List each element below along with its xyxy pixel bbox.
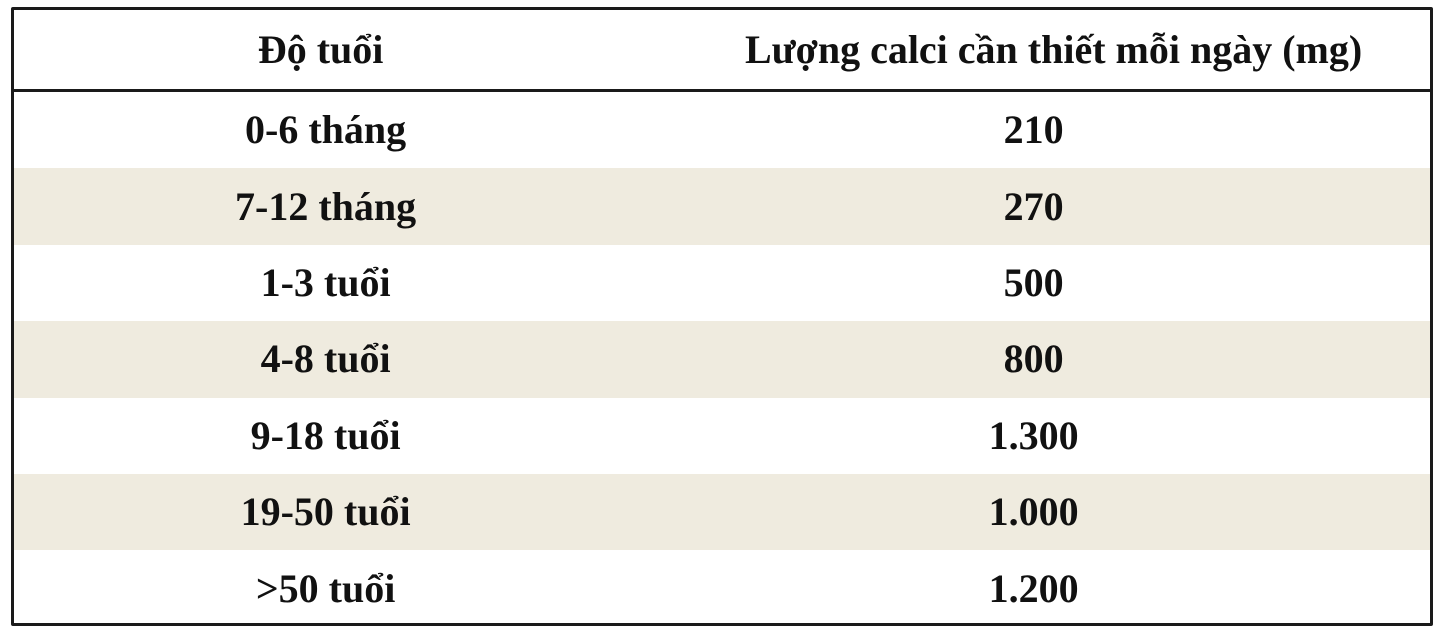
cell-calcium: 270	[1003, 183, 1064, 229]
table-body: 0-6 tháng 210 7-12 tháng 270 1-3 tuổi 50…	[14, 92, 1430, 623]
table-row: 19-50 tuổi 1.000	[14, 473, 1430, 551]
cell-age: 0-6 tháng	[245, 107, 407, 153]
table-row: 0-6 tháng 210	[14, 92, 1430, 168]
cell-age: 1-3 tuổi	[260, 259, 391, 305]
cell-age: 9-18 tuổi	[250, 412, 401, 458]
cell-calcium: 1.300	[988, 412, 1079, 458]
table-row: >50 tuổi 1.200	[14, 550, 1430, 623]
table-header: Độ tuổi Lượng calci cần thiết mỗi ngày (…	[14, 10, 1430, 92]
table-row: 9-18 tuổi 1.300	[14, 398, 1430, 474]
cell-age: 7-12 tháng	[235, 183, 417, 229]
cell-age: >50 tuổi	[255, 565, 396, 611]
cell-calcium: 210	[1003, 107, 1064, 153]
cell-age: 4-8 tuổi	[260, 336, 391, 382]
table-row: 4-8 tuổi 800	[14, 321, 1430, 398]
cell-calcium: 1.000	[988, 489, 1079, 535]
header-age: Độ tuổi	[257, 26, 384, 72]
cell-age: 19-50 tuổi	[240, 489, 411, 535]
table-row: 7-12 tháng 270	[14, 168, 1430, 245]
cell-calcium: 500	[1003, 259, 1064, 305]
cell-calcium: 1.200	[988, 565, 1079, 611]
calcium-table: Độ tuổi Lượng calci cần thiết mỗi ngày (…	[11, 7, 1433, 626]
table-row: 1-3 tuổi 500	[14, 245, 1430, 321]
header-calcium: Lượng calci cần thiết mỗi ngày (mg)	[744, 26, 1363, 72]
cell-calcium: 800	[1003, 336, 1064, 382]
